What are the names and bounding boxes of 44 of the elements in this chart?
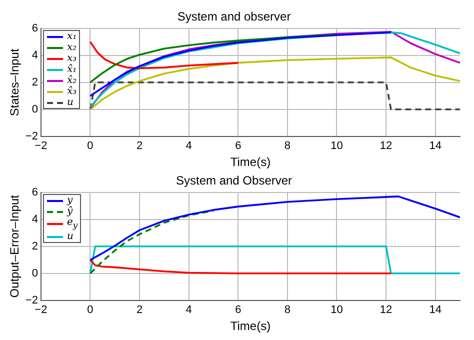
x-axis-title: Time(s) bbox=[230, 319, 271, 334]
legend-label: x₁ bbox=[66, 31, 77, 42]
x-axis-title: Time(s) bbox=[230, 155, 271, 170]
x-tick-label: 14 bbox=[429, 304, 442, 316]
x-tick-label: 10 bbox=[330, 304, 343, 316]
y-tick-label: 0 bbox=[32, 103, 38, 116]
legend-label: ŷ bbox=[66, 206, 73, 218]
y-tick-label: 2 bbox=[32, 76, 38, 88]
x-tick-label: 4 bbox=[186, 140, 192, 152]
x-tick-label: 2 bbox=[136, 140, 143, 152]
legend-label: u bbox=[66, 97, 74, 108]
y-axis-title: States–Input bbox=[8, 48, 22, 116]
y-tick-label: 6 bbox=[32, 186, 38, 198]
y-tick-label: −2 bbox=[25, 130, 38, 142]
y-tick-label: −2 bbox=[25, 294, 38, 306]
x-tick-label: 0 bbox=[87, 304, 94, 316]
x-tick-label: 8 bbox=[284, 304, 291, 316]
legend-label: x̂₃ bbox=[66, 86, 77, 98]
x-tick-label: 0 bbox=[87, 140, 94, 152]
line-series bbox=[89, 210, 214, 274]
y-tick-label: 0 bbox=[32, 267, 38, 280]
chart-title: System and observer bbox=[177, 10, 291, 24]
x-tick-label: 12 bbox=[380, 304, 392, 316]
y-tick-label: 4 bbox=[32, 49, 38, 62]
y-tick-label: 2 bbox=[32, 240, 38, 252]
legend-label: x̂₂ bbox=[66, 75, 77, 86]
legend-label: e$_{y}$ bbox=[66, 217, 78, 232]
x-tick-label: 6 bbox=[235, 304, 242, 316]
x-tick-label: 6 bbox=[235, 140, 242, 152]
x-tick-label: 14 bbox=[429, 140, 442, 152]
x-tick-label: 2 bbox=[136, 304, 143, 316]
x-tick-label: 8 bbox=[284, 140, 291, 152]
y-axis-title: Output–Error–Input bbox=[8, 194, 22, 298]
x-tick-label: 10 bbox=[330, 140, 343, 152]
legend-label: x₂ bbox=[66, 42, 77, 54]
chart-title: System and Observer bbox=[176, 174, 292, 188]
y-tick-label: 4 bbox=[32, 213, 38, 226]
legend-label: x̂₁ bbox=[66, 64, 77, 76]
legend-label: x₃ bbox=[66, 53, 77, 64]
x-tick-label: 4 bbox=[186, 304, 192, 316]
legend-label: u bbox=[66, 231, 74, 242]
x-tick-label: 12 bbox=[380, 140, 392, 152]
legend-label: y bbox=[66, 195, 73, 206]
y-tick-label: 6 bbox=[32, 22, 38, 34]
